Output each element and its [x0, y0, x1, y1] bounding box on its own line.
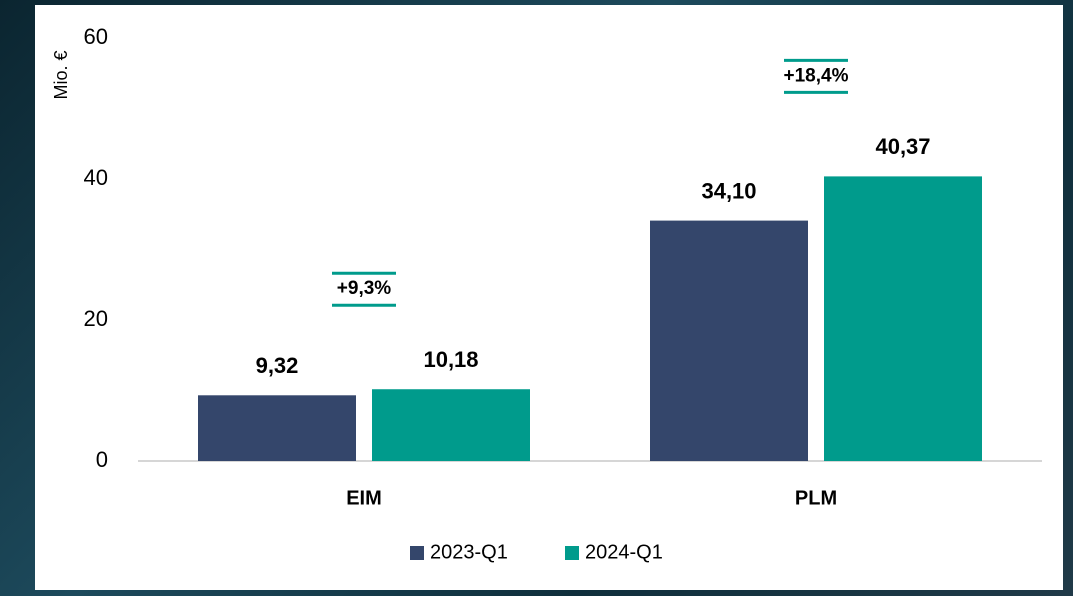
y-tick-label: 0 [96, 447, 108, 472]
y-axis-label: Mio. € [51, 50, 71, 99]
value-label: 40,37 [875, 134, 930, 159]
value-label: 34,10 [701, 178, 756, 203]
annotation: +9,3% [337, 278, 392, 299]
legend-swatch [565, 546, 579, 560]
x-tick-label: PLM [795, 487, 837, 509]
legend-label: 2023-Q1 [430, 541, 508, 563]
bar [824, 176, 982, 462]
legend-label: 2024-Q1 [585, 541, 663, 563]
bar [372, 389, 530, 461]
annotation: +18,4% [784, 65, 849, 86]
bar [198, 395, 356, 461]
value-label: 9,32 [256, 353, 299, 378]
y-tick-label: 60 [84, 24, 108, 49]
bar [650, 220, 808, 461]
y-tick-label: 40 [84, 165, 108, 190]
y-tick-label: 20 [84, 306, 108, 331]
value-label: 10,18 [423, 347, 478, 372]
x-tick-label: EIM [346, 487, 382, 509]
legend-swatch [410, 546, 424, 560]
